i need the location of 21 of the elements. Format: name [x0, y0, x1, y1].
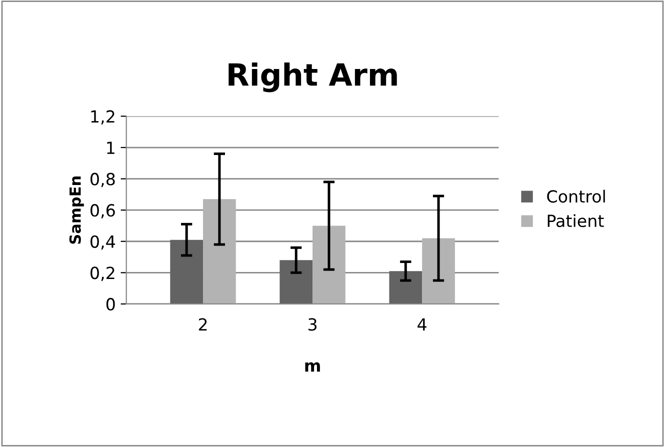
y-tick-label: 0,4 [90, 235, 115, 250]
y-tick-label: 1 [107, 142, 114, 154]
y-tick-label: 0,2 [90, 266, 114, 281]
y-tick-label: 0,6 [90, 204, 115, 218]
bar [389, 271, 422, 304]
bar [203, 199, 236, 304]
chart-title: Right Arm [228, 62, 397, 92]
legend-label: Control [547, 190, 605, 203]
bar [280, 260, 313, 304]
bar [170, 240, 204, 304]
x-tick-label: 4 [418, 318, 426, 331]
y-axis-title: SampEn [69, 176, 84, 244]
bar [312, 226, 346, 304]
y-tick-label: 1,2 [91, 110, 114, 124]
x-tick-label: 3 [308, 318, 317, 331]
x-tick-label: 2 [198, 318, 207, 331]
legend-label: Patient [548, 214, 604, 228]
y-tick-label: 0,8 [90, 172, 115, 188]
y-tick-label: 0 [106, 298, 115, 311]
bar [422, 238, 455, 304]
x-axis-title: m [305, 362, 320, 372]
